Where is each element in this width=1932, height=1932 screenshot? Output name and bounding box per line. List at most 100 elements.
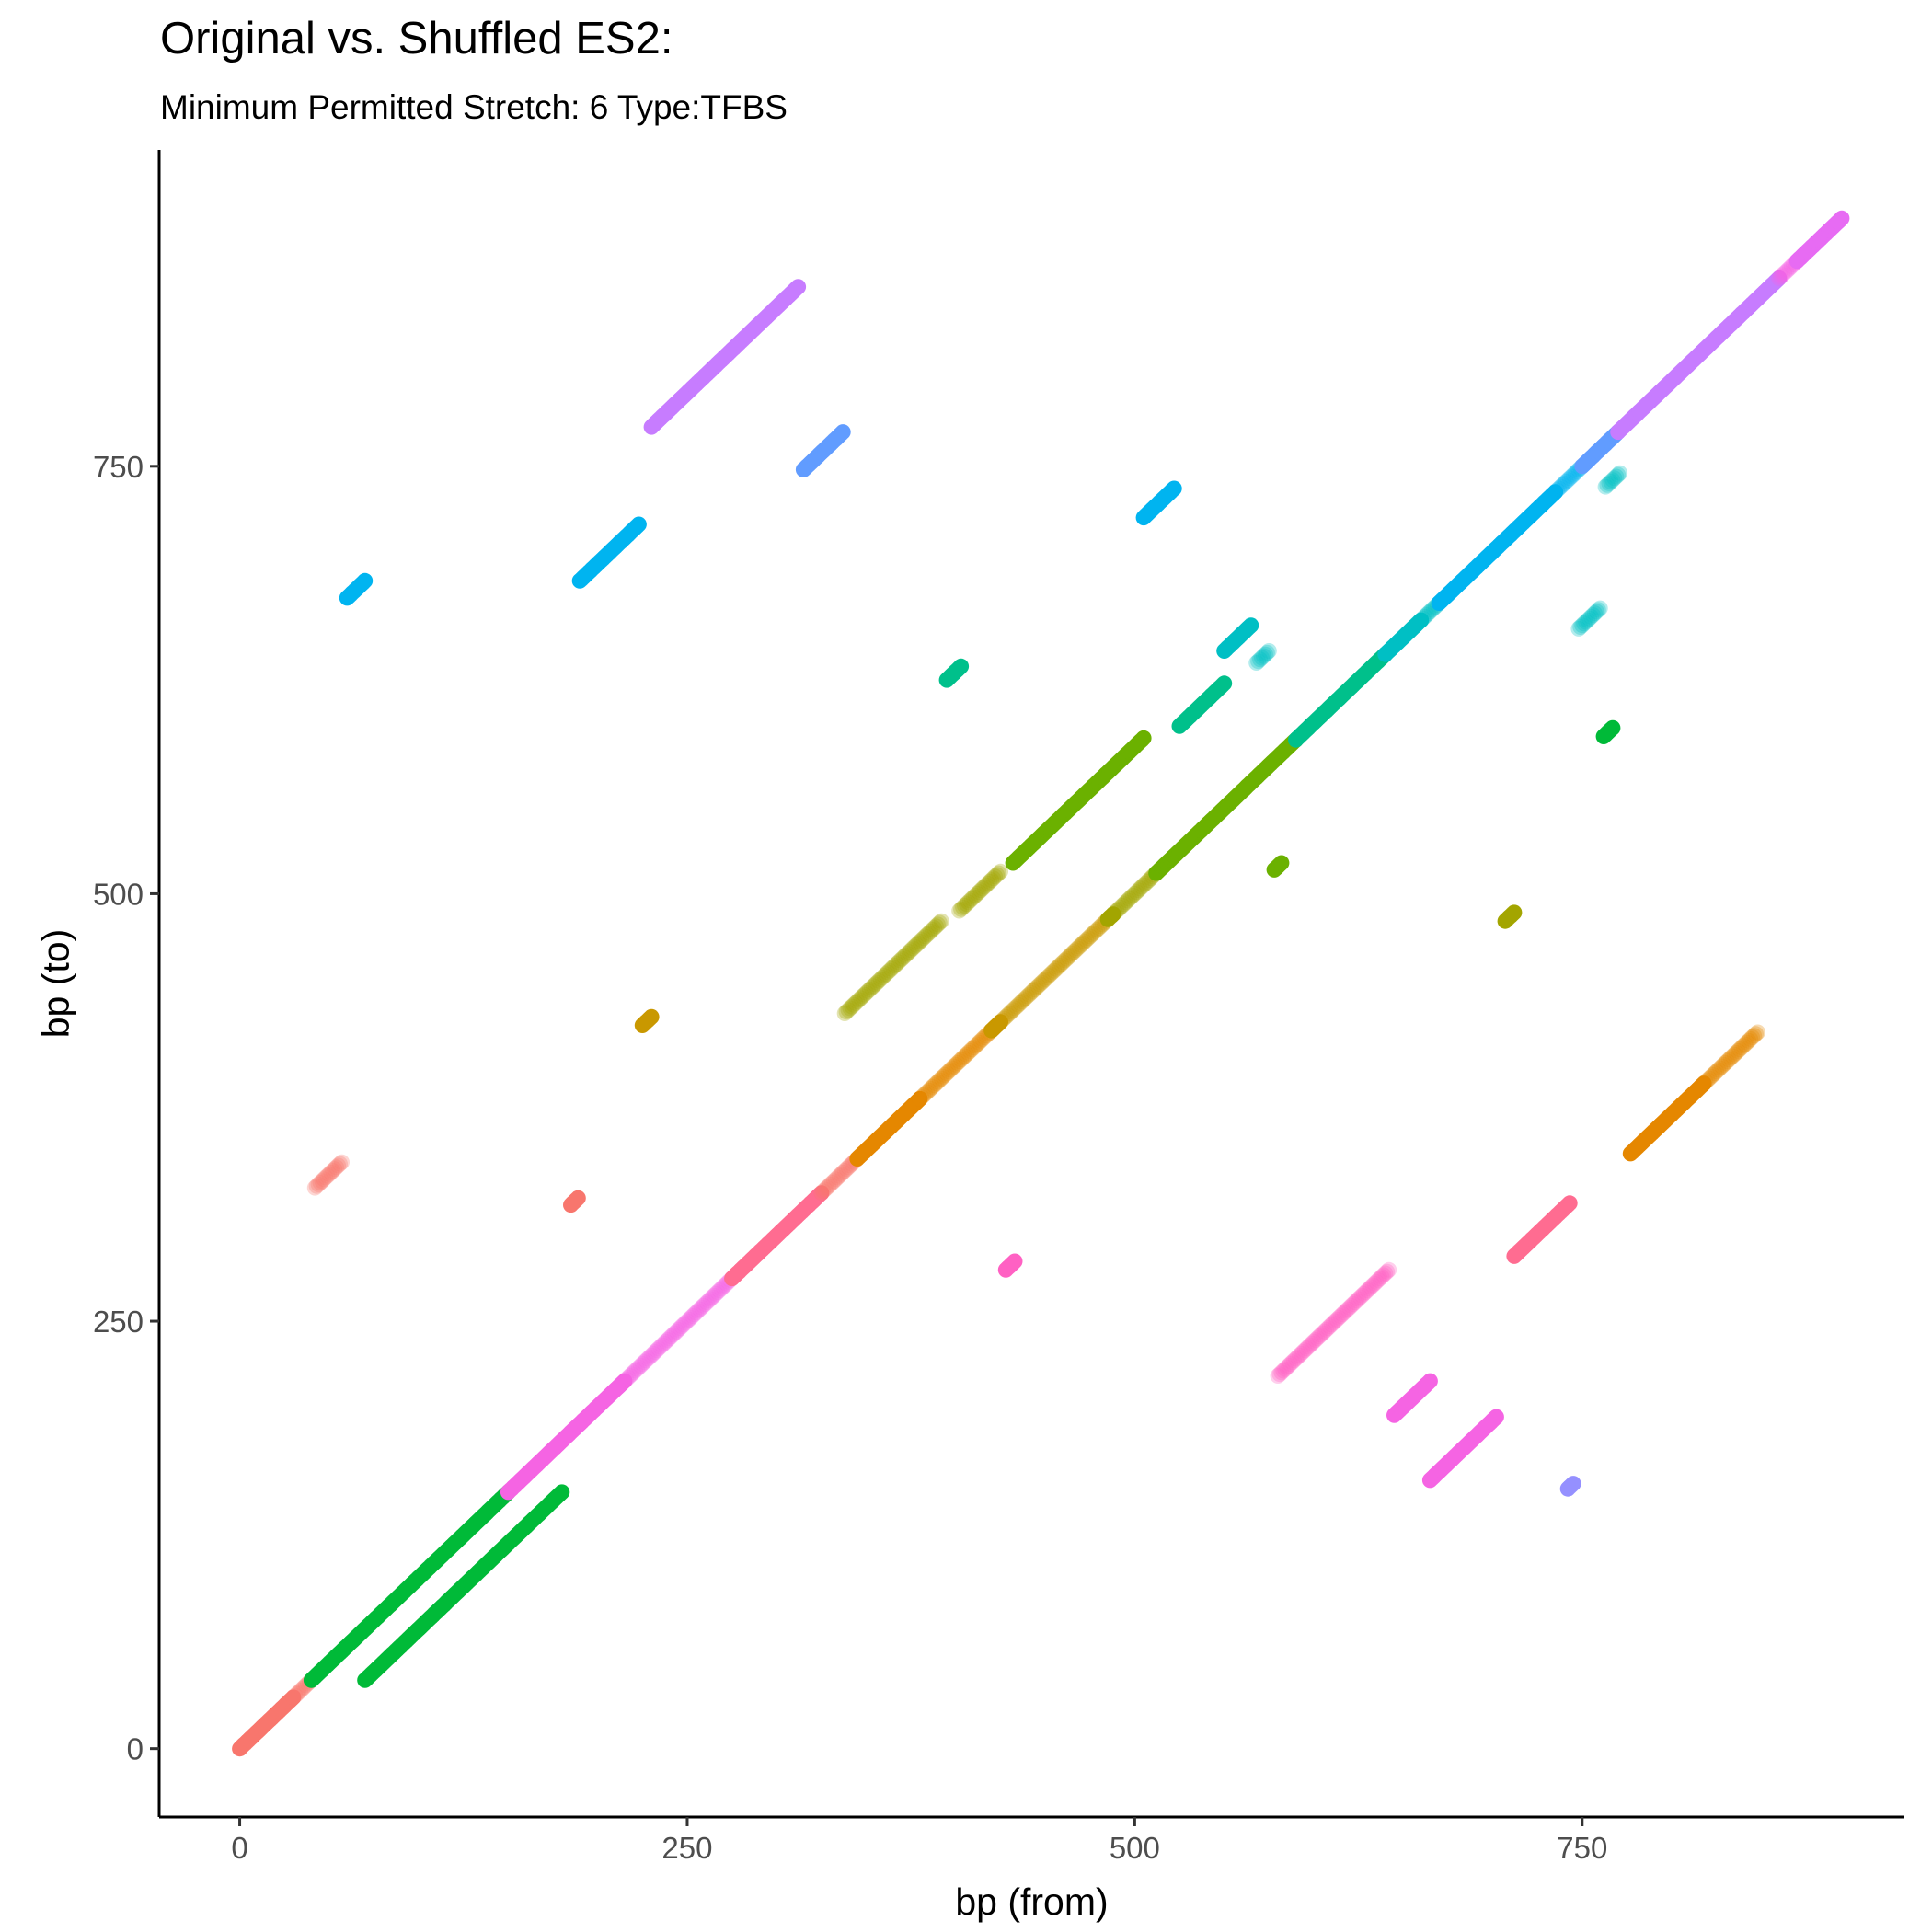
points-layer bbox=[232, 210, 1850, 1757]
data-point bbox=[696, 1297, 711, 1314]
data-point bbox=[707, 1285, 724, 1302]
data-point bbox=[1597, 478, 1614, 495]
data-point bbox=[826, 1173, 842, 1190]
data-point bbox=[1037, 971, 1053, 987]
data-point bbox=[1586, 605, 1603, 622]
data-point bbox=[1733, 1040, 1750, 1056]
data-point bbox=[976, 879, 993, 895]
data-point bbox=[1750, 1024, 1765, 1041]
data-point bbox=[1559, 472, 1576, 489]
data-point bbox=[692, 1301, 708, 1317]
data-point bbox=[1014, 994, 1030, 1009]
data-point bbox=[1488, 1409, 1504, 1425]
data-point bbox=[1318, 1321, 1335, 1338]
data-point bbox=[639, 1351, 656, 1367]
data-point bbox=[997, 1008, 1014, 1025]
data-point bbox=[316, 1171, 332, 1188]
data-point bbox=[616, 1373, 633, 1389]
data-point bbox=[1275, 1363, 1292, 1379]
data-point bbox=[325, 1163, 341, 1179]
data-point bbox=[1273, 1364, 1290, 1381]
data-point bbox=[1279, 1359, 1295, 1375]
data-point bbox=[1018, 990, 1034, 1006]
data-point bbox=[293, 1683, 309, 1698]
data-point bbox=[831, 1167, 847, 1184]
data-point bbox=[1128, 884, 1144, 901]
data-point bbox=[1075, 935, 1091, 951]
y-axis-ticks: 0 250 500 750 bbox=[93, 450, 159, 1766]
data-point bbox=[912, 1090, 928, 1107]
data-point bbox=[989, 867, 1006, 883]
data-point bbox=[684, 1308, 701, 1324]
data-point bbox=[1773, 269, 1789, 284]
data-point bbox=[1375, 1267, 1392, 1283]
data-point bbox=[1612, 465, 1628, 481]
data-point bbox=[833, 1166, 849, 1182]
data-point bbox=[1590, 602, 1606, 618]
y-tick-label: 0 bbox=[127, 1732, 144, 1766]
data-point bbox=[927, 1075, 944, 1092]
data-point bbox=[874, 970, 891, 985]
data-point bbox=[1257, 646, 1273, 662]
data-point bbox=[1372, 1271, 1388, 1287]
data-point bbox=[1374, 1269, 1390, 1285]
data-point bbox=[915, 930, 932, 947]
data-point bbox=[1078, 932, 1095, 949]
data-point bbox=[670, 1321, 686, 1338]
data-point bbox=[1291, 1347, 1307, 1363]
data-point bbox=[865, 978, 881, 995]
data-point bbox=[834, 424, 851, 441]
data-point bbox=[868, 974, 885, 991]
data-point bbox=[1062, 947, 1078, 963]
data-point bbox=[306, 1179, 323, 1196]
data-point bbox=[910, 935, 926, 951]
x-tick-label: 250 bbox=[661, 1831, 712, 1865]
data-point bbox=[1572, 619, 1589, 635]
data-point bbox=[1741, 1032, 1757, 1049]
data-point bbox=[963, 891, 980, 907]
data-point bbox=[1124, 887, 1141, 903]
data-point bbox=[616, 1373, 633, 1389]
data-point bbox=[1419, 607, 1434, 623]
data-point bbox=[919, 1084, 936, 1100]
data-point bbox=[630, 516, 647, 533]
data-point bbox=[1370, 1271, 1386, 1288]
data-point bbox=[906, 938, 923, 955]
data-point bbox=[1413, 612, 1430, 628]
data-point bbox=[1135, 730, 1152, 746]
data-point bbox=[849, 994, 866, 1009]
data-point bbox=[889, 956, 905, 972]
data-point bbox=[1060, 949, 1076, 965]
data-point bbox=[1413, 612, 1430, 628]
data-point bbox=[961, 1042, 978, 1059]
data-point bbox=[1552, 478, 1569, 495]
data-point bbox=[1608, 468, 1625, 485]
data-point bbox=[971, 884, 987, 901]
data-point bbox=[1556, 475, 1572, 491]
data-point bbox=[312, 1175, 328, 1190]
data-point bbox=[1120, 892, 1136, 909]
data-point bbox=[1368, 1273, 1385, 1290]
data-point bbox=[1771, 270, 1788, 286]
data-point bbox=[620, 1369, 637, 1386]
data-point bbox=[965, 889, 982, 905]
data-point bbox=[1719, 1053, 1735, 1070]
data-point bbox=[636, 1354, 652, 1371]
data-point bbox=[1580, 612, 1596, 628]
data-point bbox=[1570, 620, 1587, 637]
data-point bbox=[957, 1048, 972, 1064]
data-point bbox=[1304, 1335, 1320, 1351]
data-point bbox=[951, 903, 968, 919]
data-point bbox=[1010, 996, 1027, 1013]
data-point bbox=[1742, 1030, 1759, 1047]
data-point bbox=[1029, 978, 1046, 995]
data-point bbox=[1585, 607, 1601, 623]
data-point bbox=[1298, 1340, 1315, 1357]
data-point bbox=[1327, 1313, 1343, 1329]
data-point bbox=[925, 1078, 940, 1095]
data-point bbox=[285, 1689, 302, 1706]
data-point bbox=[1599, 477, 1616, 493]
data-point bbox=[1730, 1042, 1746, 1059]
data-point bbox=[994, 1012, 1010, 1029]
data-point bbox=[863, 980, 880, 996]
